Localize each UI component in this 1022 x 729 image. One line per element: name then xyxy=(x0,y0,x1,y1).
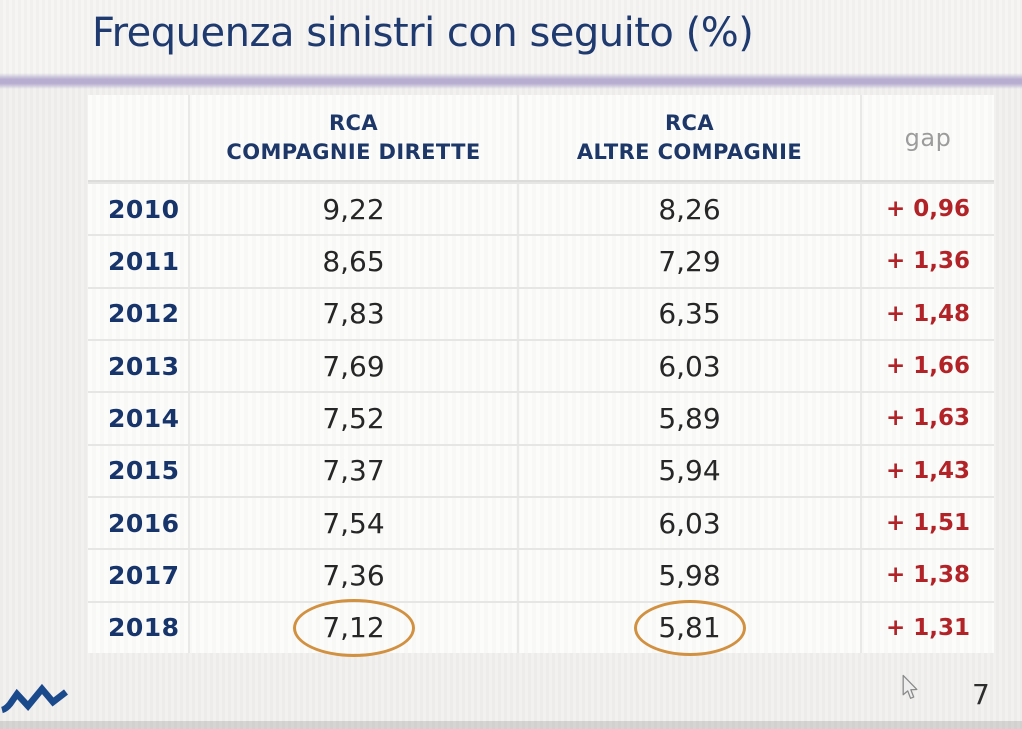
gap-value-cell: + 1,38 xyxy=(860,550,994,601)
gap-value-cell: + 1,66 xyxy=(860,340,994,392)
data-table: RCA COMPAGNIE DIRETTE RCA ALTRE COMPAGNI… xyxy=(88,95,994,653)
other-value-cell: 6,03 xyxy=(517,497,860,549)
table-row: 2017 7,36 5,98 + 1,38 xyxy=(88,548,994,601)
gap-value-cell: + 0,96 xyxy=(860,184,994,235)
table-row: 2010 9,22 8,26 + 0,96 xyxy=(88,182,994,235)
circled-value: 5,81 xyxy=(658,611,721,645)
mouse-cursor-icon xyxy=(902,674,918,699)
table-row-2018: 2018 7,12 5,81 + 1,31 xyxy=(88,600,994,653)
year-cell: 2015 xyxy=(108,456,180,486)
table-row: 2013 7,69 6,03 + 1,66 xyxy=(88,338,994,392)
direct-value-cell: 7,54 xyxy=(188,497,517,549)
year-cell: 2017 xyxy=(108,560,180,590)
gap-value-cell: + 1,31 xyxy=(860,602,994,653)
year-cell: 2010 xyxy=(108,194,180,224)
other-value-cell: 8,26 xyxy=(517,184,860,235)
other-value-cell-circled: 5,81 xyxy=(517,602,860,653)
table-header-row: RCA COMPAGNIE DIRETTE RCA ALTRE COMPAGNI… xyxy=(88,95,994,182)
gap-value-cell: + 1,51 xyxy=(860,497,994,549)
bottom-edge-strip xyxy=(0,721,1022,729)
other-value-cell: 6,03 xyxy=(517,340,860,392)
header-rca-altre-compagnie: RCA ALTRE COMPAGNIE xyxy=(517,95,860,180)
other-value-cell: 5,89 xyxy=(517,393,860,444)
highlight-circle: 7,12 xyxy=(322,611,384,644)
year-cell: 2018 xyxy=(108,613,180,643)
gap-value-cell: + 1,48 xyxy=(860,288,994,339)
gap-value-cell: + 1,63 xyxy=(860,393,994,444)
table-row: 2016 7,54 6,03 + 1,51 xyxy=(88,495,994,549)
header-gap: gap xyxy=(860,95,994,180)
header-line: ALTRE COMPAGNIE xyxy=(576,139,803,164)
title-band xyxy=(0,0,1022,76)
direct-value-cell: 7,83 xyxy=(188,288,517,339)
table-row: 2015 7,37 5,94 + 1,43 xyxy=(88,443,994,496)
year-cell: 2014 xyxy=(108,403,180,433)
other-value-cell: 5,98 xyxy=(517,550,860,601)
company-logo-icon xyxy=(1,683,68,714)
table-row: 2012 7,83 6,35 + 1,48 xyxy=(88,286,994,339)
highlight-circle: 5,81 xyxy=(658,611,720,644)
circled-value: 7,12 xyxy=(322,611,385,645)
year-cell: 2013 xyxy=(108,351,180,381)
page-title: Frequenza sinistri con seguito (%) xyxy=(92,10,754,56)
other-value-cell: 7,29 xyxy=(517,236,860,287)
year-cell: 2011 xyxy=(108,246,180,276)
table-row: 2014 7,52 5,89 + 1,63 xyxy=(88,391,994,444)
year-cell: 2016 xyxy=(108,508,180,538)
other-value-cell: 5,94 xyxy=(517,445,860,496)
header-line: RCA xyxy=(328,110,379,135)
page-number: 7 xyxy=(972,678,990,711)
direct-value-cell: 7,36 xyxy=(188,550,517,601)
direct-value-cell: 7,37 xyxy=(188,445,517,496)
direct-value-cell: 7,69 xyxy=(188,340,517,392)
title-divider xyxy=(0,73,1022,89)
header-line: COMPAGNIE DIRETTE xyxy=(226,139,481,164)
header-year-spacer xyxy=(88,95,188,180)
other-value-cell: 6,35 xyxy=(517,288,860,339)
direct-value-cell: 9,22 xyxy=(188,184,517,235)
header-line: RCA xyxy=(664,110,715,135)
direct-value-cell: 8,65 xyxy=(188,236,517,287)
gap-value-cell: + 1,36 xyxy=(860,236,994,287)
header-rca-compagnie-dirette: RCA COMPAGNIE DIRETTE xyxy=(188,95,517,180)
gap-value-cell: + 1,43 xyxy=(860,445,994,496)
year-cell: 2012 xyxy=(108,299,180,329)
table-row: 2011 8,65 7,29 + 1,36 xyxy=(88,234,994,287)
direct-value-cell-circled: 7,12 xyxy=(188,602,517,653)
direct-value-cell: 7,52 xyxy=(188,393,517,444)
